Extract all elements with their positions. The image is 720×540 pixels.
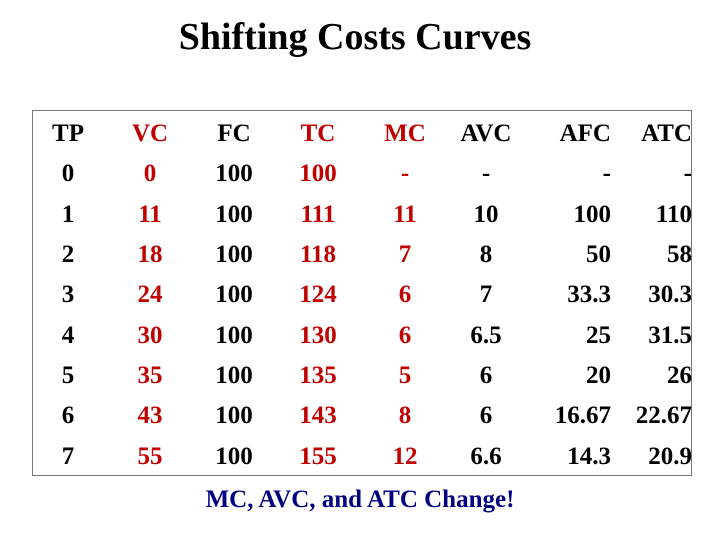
cell-vc: 35 [137,361,163,389]
cell-fc: 100 [215,361,253,389]
header-tc: TC [300,120,336,148]
cell-avc: 6 [479,361,493,389]
cell-atc: 31.5 [648,321,692,349]
cell-tp: 4 [61,321,75,349]
cell-atc: 20.9 [648,442,692,470]
cell-tc: 124 [299,281,337,309]
table-row: 1 11 100 111 11 10 100 110 [32,195,692,235]
cell-vc: 18 [137,241,163,269]
cell-mc: 6 [398,321,412,349]
cell-fc: 100 [215,321,253,349]
cell-tc: 100 [299,160,337,188]
header-afc: AFC [559,120,611,148]
header-atc: ATC [641,120,692,148]
cost-table: TP VC FC TC MC AVC AFC ATC 0 0 100 100 -… [32,114,692,477]
cell-avc: 10 [473,200,499,228]
header-mc: MC [384,120,426,148]
header-vc: VC [131,120,169,148]
cell-afc: 14.3 [567,442,611,470]
page-title: Shifting Costs Curves [178,16,532,58]
cell-tc: 118 [299,241,337,269]
table-border [32,110,692,476]
cell-mc: 11 [393,200,417,228]
cell-tp: 6 [61,402,75,430]
cell-fc: 100 [215,402,253,430]
cell-fc: 100 [215,200,253,228]
cell-mc: 6 [398,281,412,309]
cell-atc: 26 [667,361,692,389]
cell-tp: 2 [61,241,75,269]
cell-avc: - [481,160,491,188]
table-header-row: TP VC FC TC MC AVC AFC ATC [32,114,692,154]
cell-mc: 8 [398,402,412,430]
table-row: 0 0 100 100 - - - - [32,154,692,194]
cell-afc: 100 [573,200,612,228]
header-fc: FC [217,120,251,148]
cell-tc: 130 [299,321,337,349]
header-avc: AVC [460,120,512,148]
cell-vc: 11 [138,200,162,228]
cell-afc: 20 [586,361,611,389]
cell-atc: 58 [667,241,692,269]
cell-avc: 6 [479,402,493,430]
cell-atc: 110 [655,200,692,228]
table-row: 2 18 100 118 7 8 50 58 [32,235,692,275]
cell-vc: 30 [137,321,163,349]
cell-atc: 22.67 [635,402,692,430]
cell-mc: 12 [392,442,418,470]
cell-tp: 5 [61,361,75,389]
cell-avc: 8 [479,241,493,269]
cell-tc: 111 [300,200,336,228]
cell-mc: - [400,160,410,188]
cell-tp: 1 [61,200,75,228]
cell-afc: 16.67 [554,402,611,430]
cell-afc: - [602,160,611,188]
table-row: 4 30 100 130 6 6.5 25 31.5 [32,315,692,355]
cell-fc: 100 [215,281,253,309]
cell-afc: 25 [586,321,611,349]
cell-avc: 6.5 [470,321,502,349]
cell-tp: 3 [61,281,75,309]
cell-tp: 7 [61,442,75,470]
cell-mc: 7 [398,241,412,269]
table-row: 5 35 100 135 5 6 20 26 [32,356,692,396]
table-row: 6 43 100 143 8 6 16.67 22.67 [32,396,692,436]
cell-tp: 0 [61,160,75,188]
cell-tc: 155 [299,442,337,470]
cell-vc: 24 [137,281,163,309]
cell-vc: 55 [137,442,163,470]
cell-avc: 6.6 [470,442,502,470]
cell-vc: 0 [143,160,157,188]
cell-tc: 135 [299,361,337,389]
cell-atc: 30.3 [648,281,692,309]
cell-fc: 100 [215,442,253,470]
cell-fc: 100 [215,241,253,269]
cell-afc: 33.3 [567,281,611,309]
cell-mc: 5 [398,361,412,389]
table-row: 7 55 100 155 12 6.6 14.3 20.9 [32,436,692,476]
footer-note: MC, AVC, and ATC Change! [205,486,515,513]
cell-atc: - [683,160,692,188]
cell-tc: 143 [299,402,337,430]
cell-avc: 7 [479,281,493,309]
cell-vc: 43 [137,402,163,430]
table-row: 3 24 100 124 6 7 33.3 30.3 [32,275,692,315]
cell-fc: 100 [215,160,253,188]
header-tp: TP [52,120,84,148]
cell-afc: 50 [586,241,611,269]
